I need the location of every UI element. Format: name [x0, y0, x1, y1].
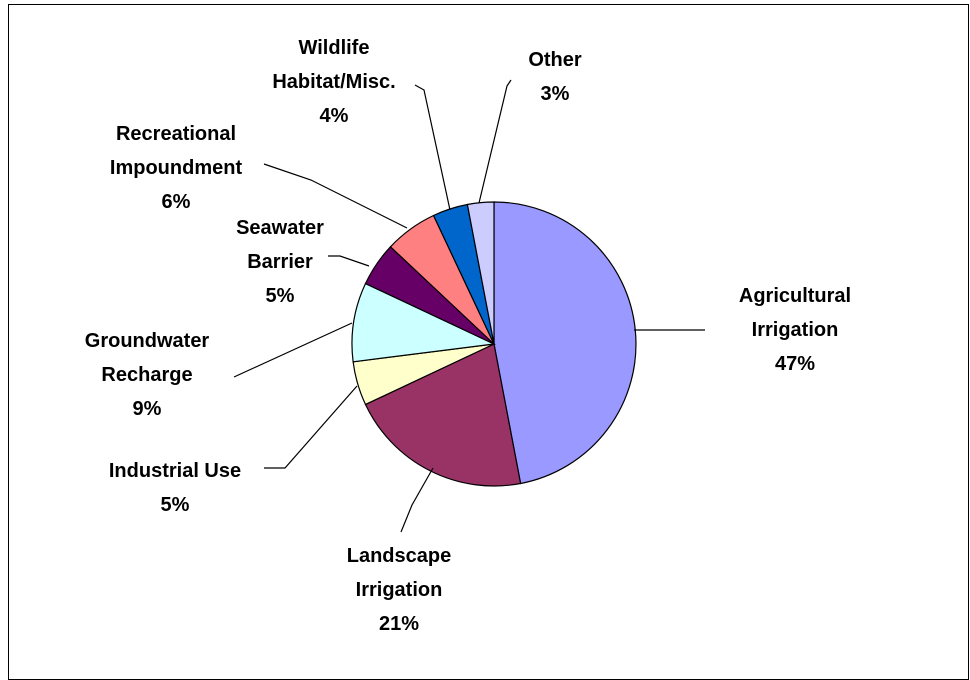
- pie-slice-groundwater-recharge: [351, 282, 497, 363]
- slice-label-other: Other 3%: [528, 49, 582, 105]
- leader-line-other: [478, 79, 512, 204]
- slice-label-industrial-use: Industrial Use 5%: [109, 460, 241, 516]
- pie-slice-landscape-irrigation: [364, 343, 522, 487]
- slice-label-groundwater-recharge: Groundwater Recharge 9%: [85, 330, 210, 420]
- leader-line-wildlife-habitat: [414, 84, 451, 211]
- slice-label-wildlife-habitat: Wildlife Habitat/Misc. 4%: [272, 37, 395, 127]
- leader-line-industrial-use: [264, 385, 358, 469]
- slice-label-seawater-barrier: Seawater Barrier 5%: [236, 217, 324, 307]
- pie-slice-agricultural-irrigation: [493, 201, 637, 485]
- leader-line-seawater-barrier: [328, 255, 370, 267]
- slice-label-landscape-irrigation: Landscape Irrigation 21%: [347, 545, 451, 635]
- pie-slice-other: [466, 201, 495, 345]
- leader-line-landscape-irrigation: [400, 467, 434, 533]
- slice-label-agricultural-irrigation: Agricultural Irrigation 47%: [739, 285, 851, 375]
- leader-line-recreational-impoundment: [263, 163, 408, 229]
- slice-label-recreational-impoundment: Recreational Impoundment 6%: [110, 123, 243, 213]
- leader-line-groundwater-recharge: [233, 322, 353, 378]
